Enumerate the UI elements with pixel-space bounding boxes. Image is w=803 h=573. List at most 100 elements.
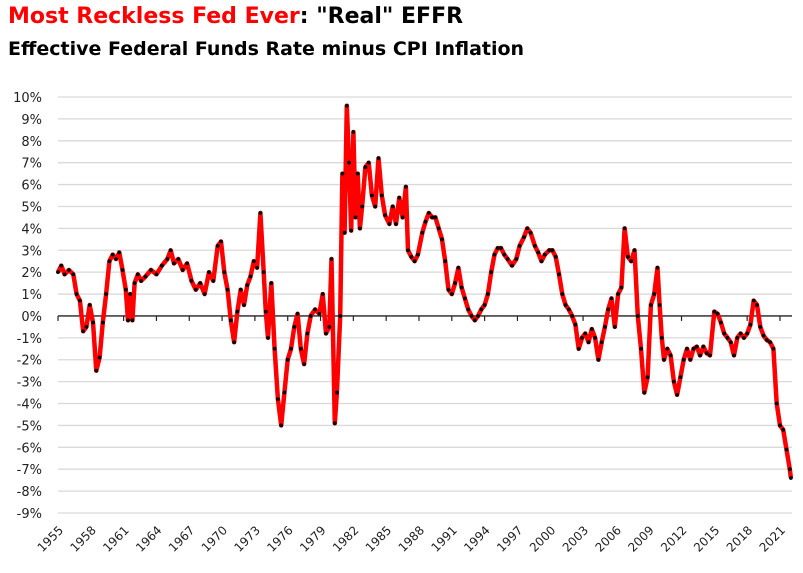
y-tick-label: -8% (17, 485, 42, 500)
y-tick-label: -4% (17, 398, 42, 413)
data-point (376, 156, 381, 161)
data-point (547, 248, 552, 253)
data-point (261, 270, 266, 275)
y-tick-label: -2% (17, 354, 42, 369)
data-point (104, 292, 109, 296)
x-tick-label: 1958 (67, 523, 98, 554)
data-point (282, 390, 287, 395)
data-point (745, 331, 750, 336)
data-point (59, 263, 64, 268)
data-point (671, 379, 676, 384)
data-point (755, 303, 759, 307)
data-point (193, 287, 198, 292)
data-point (426, 211, 431, 215)
data-point (198, 281, 203, 286)
data-point (351, 130, 356, 134)
data-point (522, 235, 526, 240)
data-point (505, 257, 510, 261)
data-point (472, 318, 477, 323)
data-point (681, 357, 686, 362)
data-point (728, 340, 733, 345)
data-point (324, 331, 328, 336)
data-point (235, 309, 240, 314)
data-point (764, 338, 769, 342)
data-point (466, 307, 471, 312)
data-point (616, 292, 620, 296)
data-point (436, 226, 441, 231)
x-tick-label: 1982 (330, 523, 361, 554)
data-point (701, 344, 706, 349)
data-point (332, 421, 337, 426)
data-point (289, 346, 293, 351)
data-point (789, 476, 793, 480)
data-point (135, 272, 140, 277)
data-point (71, 272, 76, 277)
data-point (222, 270, 227, 275)
data-point (691, 346, 696, 351)
data-point (379, 193, 384, 198)
data-point (778, 423, 782, 428)
data-point (678, 375, 683, 380)
x-tick-label: 1988 (396, 523, 427, 554)
data-point (657, 303, 662, 307)
x-tick-label: 1967 (166, 523, 197, 554)
chart-title: Most Reckless Fed Ever: "Real" EFFR (8, 4, 463, 29)
data-point (248, 274, 253, 279)
y-tick-label: 10% (13, 91, 42, 106)
data-point (370, 193, 374, 198)
data-point (305, 331, 310, 336)
data-point (668, 353, 673, 358)
data-point (725, 335, 730, 340)
data-point (360, 204, 365, 209)
data-point (675, 392, 680, 397)
x-tick-label: 1997 (494, 523, 525, 554)
title-highlight: Most Reckless Fed Ever (8, 4, 300, 29)
data-point (168, 248, 173, 253)
data-point (514, 257, 519, 261)
data-point (266, 335, 270, 340)
data-point (176, 257, 181, 261)
x-tick-label: 2006 (593, 523, 624, 554)
data-point (609, 296, 614, 301)
data-point (165, 257, 170, 261)
data-point (91, 320, 95, 325)
data-point (117, 250, 122, 255)
data-point (154, 272, 159, 277)
x-tick-label: 1985 (363, 523, 394, 554)
data-point (688, 357, 693, 362)
y-tick-label: 6% (21, 179, 42, 194)
data-point (238, 287, 243, 292)
data-point (383, 213, 387, 218)
data-point (313, 307, 317, 312)
data-point (735, 335, 740, 340)
y-tick-label: -6% (17, 441, 42, 456)
x-tick-label: 1964 (133, 523, 164, 554)
data-point (77, 298, 82, 303)
data-point (242, 303, 246, 307)
data-point (390, 204, 395, 209)
x-tick-label: 1961 (100, 523, 131, 554)
data-point (659, 335, 664, 340)
data-point (349, 228, 354, 233)
y-tick-label: 9% (21, 113, 42, 128)
data-point (476, 314, 480, 318)
data-point (563, 303, 568, 307)
data-point (215, 243, 220, 248)
data-point (665, 346, 670, 351)
data-point (74, 292, 79, 296)
data-point (593, 335, 597, 340)
data-point (110, 252, 115, 257)
data-point (502, 252, 507, 257)
data-point (366, 160, 371, 165)
x-tick-label: 1973 (232, 523, 263, 554)
data-point (489, 270, 494, 275)
data-point (412, 259, 417, 264)
data-point (120, 268, 125, 272)
data-point (738, 331, 743, 336)
data-point (768, 340, 773, 345)
data-point (482, 303, 487, 307)
data-point (189, 279, 194, 283)
data-point (781, 427, 786, 432)
data-point (576, 346, 581, 351)
y-tick-label: 8% (21, 135, 42, 150)
